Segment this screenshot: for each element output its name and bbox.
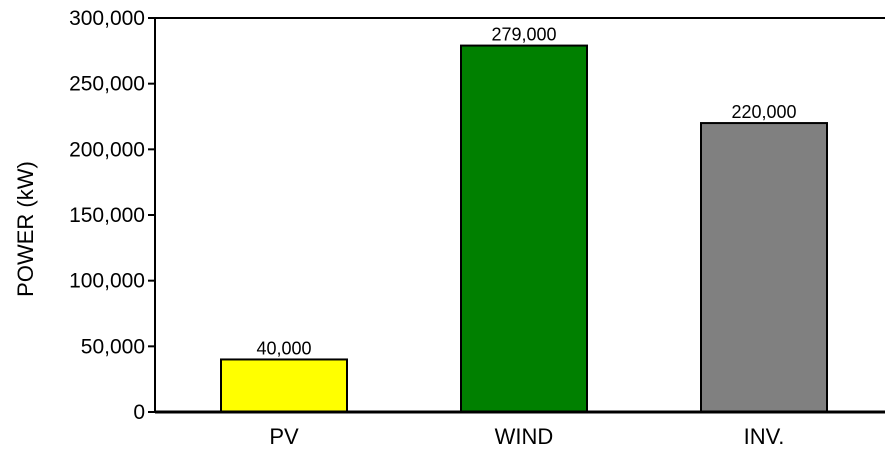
x-category-label: PV	[269, 424, 299, 449]
y-tick-label: 150,000	[69, 204, 145, 227]
bars: 40,000 279,000 220,000	[220, 25, 828, 414]
data-label: 279,000	[491, 25, 556, 45]
y-tick-label: 300,000	[69, 7, 145, 30]
data-label: 40,000	[256, 338, 311, 358]
y-axis-title: POWER (kW)	[13, 161, 38, 297]
category-labels: PV WIND INV.	[269, 424, 784, 449]
y-axis-ticks: 0 50,000 100,000 150,000 200,000 250,000 300,0…	[69, 7, 155, 424]
x-category-label: WIND	[495, 424, 554, 449]
y-tick-label: 0	[133, 401, 145, 424]
y-tick-label: 50,000	[81, 335, 145, 358]
y-tick-label: 250,000	[69, 73, 145, 96]
bar-wind	[460, 44, 588, 414]
bar-pv	[220, 358, 348, 414]
y-tick-label: 100,000	[69, 270, 145, 293]
y-tick-label: 200,000	[69, 138, 145, 161]
x-category-label: INV.	[744, 424, 785, 449]
bar-inv	[700, 122, 828, 413]
data-label: 220,000	[731, 102, 796, 122]
